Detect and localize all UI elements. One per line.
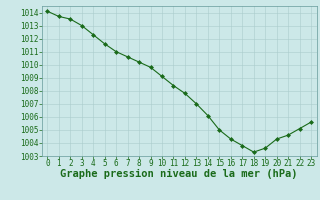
X-axis label: Graphe pression niveau de la mer (hPa): Graphe pression niveau de la mer (hPa): [60, 169, 298, 179]
